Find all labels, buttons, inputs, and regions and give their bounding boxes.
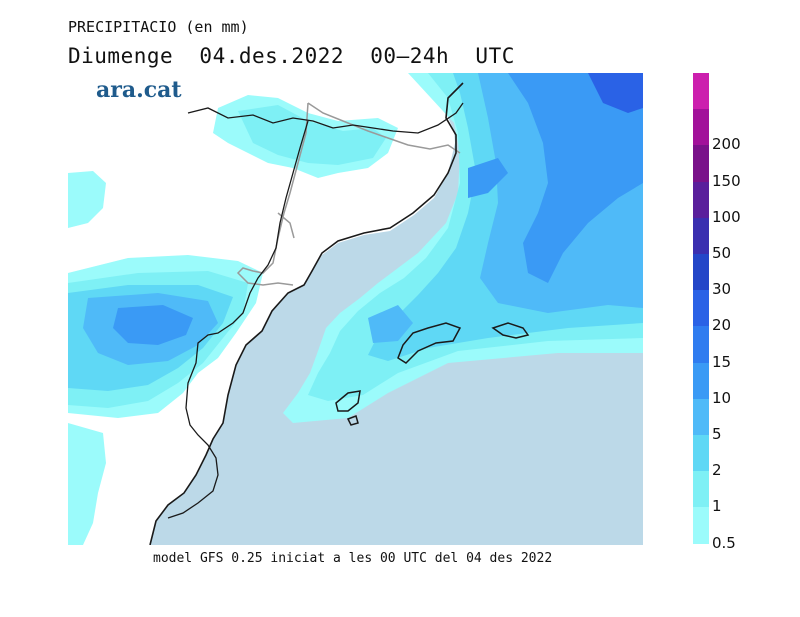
legend-label: 200 bbox=[712, 135, 741, 154]
legend-label: 1 bbox=[712, 497, 722, 516]
legend-label: 10 bbox=[712, 388, 732, 407]
precip-15mm bbox=[588, 73, 643, 113]
legend-label: 5 bbox=[712, 425, 722, 443]
island-mallorca bbox=[397, 322, 462, 364]
legend-swatch bbox=[693, 73, 709, 110]
island-eivissa bbox=[335, 390, 361, 412]
chart-subtitle-date: Diumenge 04.des.2022 00—24h UTC bbox=[68, 44, 515, 68]
precipitation-map bbox=[68, 73, 643, 545]
legend-swatch bbox=[693, 435, 709, 472]
precipitation-legend: 0.5 1 2 5 10 15 20 30 50 100 150 200 bbox=[693, 73, 793, 552]
legend-swatch bbox=[693, 326, 709, 363]
legend-label: 0.5 bbox=[712, 533, 736, 552]
legend-swatch bbox=[693, 145, 709, 182]
coastline bbox=[149, 82, 464, 545]
legend-label: 100 bbox=[712, 207, 741, 226]
legend-swatch bbox=[693, 217, 709, 254]
brand-logo: ara.cat bbox=[96, 77, 182, 103]
land-area bbox=[68, 73, 463, 545]
legend-label: 30 bbox=[712, 280, 732, 299]
island-menorca bbox=[491, 322, 530, 339]
legend-label: 15 bbox=[712, 352, 732, 371]
model-footer: model GFS 0.25 iniciat a les 00 UTC del … bbox=[153, 551, 553, 566]
chart-title: PRECIPITACIO (en mm) bbox=[68, 18, 249, 36]
legend-label: 50 bbox=[712, 244, 732, 262]
precip-10mm bbox=[113, 73, 643, 345]
legend-label: 150 bbox=[712, 171, 741, 190]
legend-swatch bbox=[693, 290, 709, 327]
legend-swatch bbox=[693, 109, 709, 146]
region-outline bbox=[167, 102, 464, 519]
island-formentera bbox=[346, 415, 359, 426]
legend-swatch bbox=[693, 362, 709, 399]
legend-swatch bbox=[693, 254, 709, 291]
legend-swatch bbox=[693, 507, 709, 544]
legend-label: 20 bbox=[712, 316, 732, 335]
legend-swatch bbox=[693, 471, 709, 508]
legend-swatch bbox=[693, 181, 709, 218]
legend-label: 2 bbox=[712, 461, 722, 480]
legend-swatch bbox=[693, 398, 709, 435]
